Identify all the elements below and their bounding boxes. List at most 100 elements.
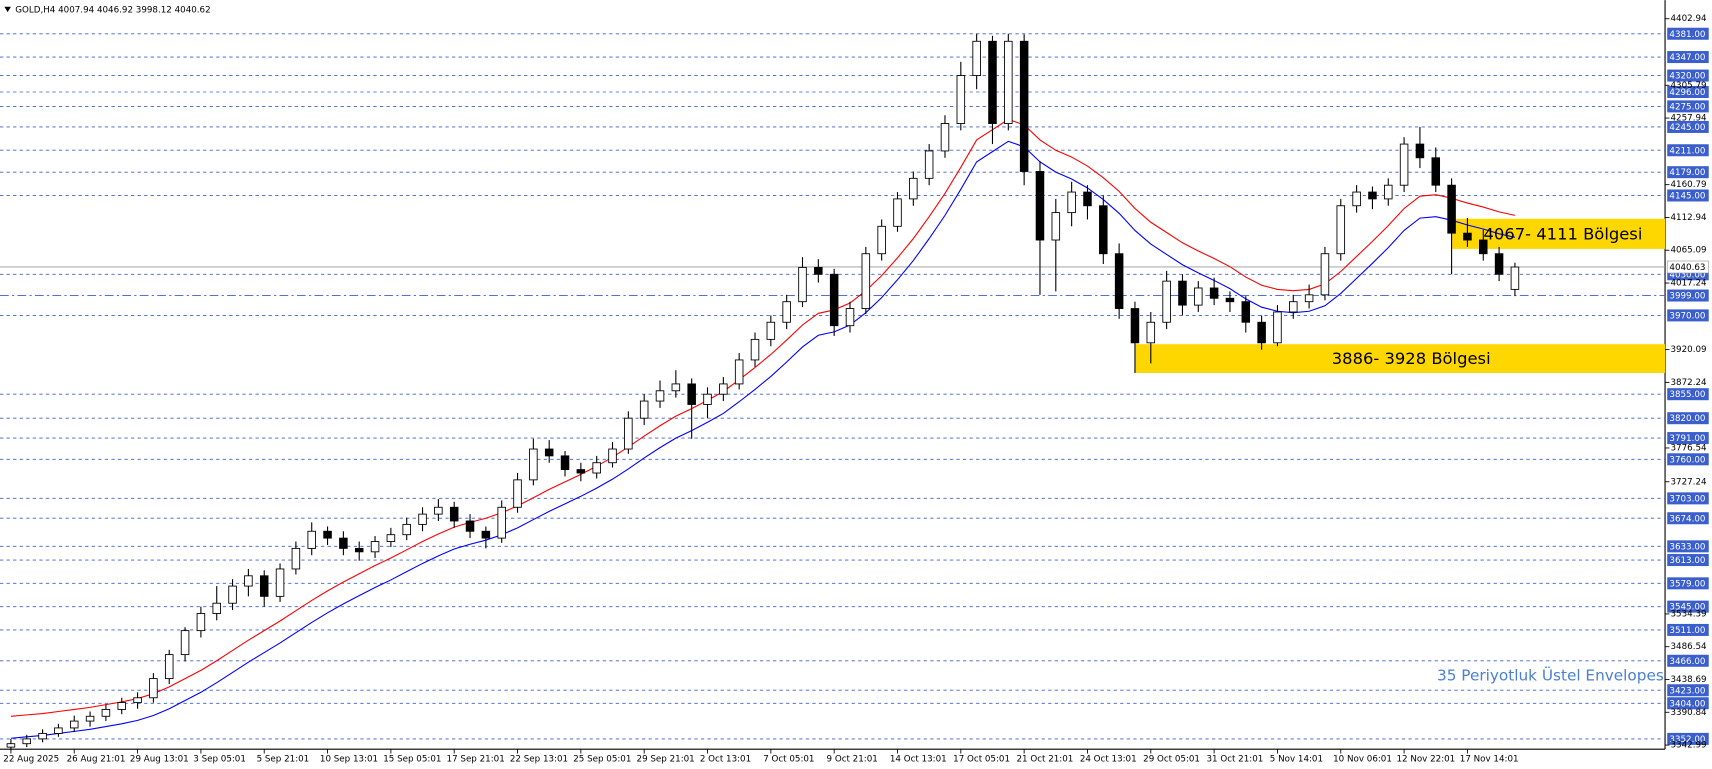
candle-body xyxy=(196,613,206,632)
candle-body xyxy=(85,715,95,722)
candle-body xyxy=(54,727,63,734)
candle-body xyxy=(1257,321,1266,344)
level-label-box xyxy=(1667,120,1709,133)
candle-body xyxy=(1479,239,1488,255)
candle-body xyxy=(1273,311,1282,344)
candle-body xyxy=(1209,287,1219,299)
candle-body xyxy=(1130,308,1140,344)
x-tick-label: 5 Sep 21:01 xyxy=(257,755,310,765)
candle-body xyxy=(275,568,285,597)
level-label-box xyxy=(1667,492,1709,505)
y-tick-label: 3727.24 xyxy=(1671,477,1708,487)
candle-body xyxy=(798,266,807,303)
candle-body xyxy=(655,390,665,402)
level-label: 3674.00 xyxy=(1669,514,1705,524)
candle-body xyxy=(814,266,823,275)
candle-body xyxy=(1336,205,1346,255)
candle-body xyxy=(560,455,570,471)
candle-body xyxy=(608,448,617,464)
candle-body xyxy=(1289,301,1298,313)
zone-label: 4067- 4111 Bölgesi xyxy=(1484,224,1643,243)
candle-body xyxy=(1399,143,1409,186)
level-label: 3545.00 xyxy=(1669,603,1705,613)
level-label: 3466.00 xyxy=(1669,657,1705,667)
candle-body xyxy=(164,654,174,680)
level-label-box xyxy=(1667,600,1709,613)
level-label: 3760.00 xyxy=(1669,455,1705,465)
candle-body xyxy=(149,678,158,699)
candle-body xyxy=(1494,253,1504,275)
candle-body xyxy=(497,506,506,539)
candle-body xyxy=(434,506,443,515)
candle-body xyxy=(465,520,475,532)
level-label-box xyxy=(1667,69,1709,82)
candle-body xyxy=(1019,40,1029,172)
candle-body xyxy=(513,479,522,508)
candle-body xyxy=(1035,171,1045,241)
level-label: 3404.00 xyxy=(1669,699,1705,709)
y-tick-label: 3776.54 xyxy=(1671,443,1708,453)
y-tick-label: 3486.54 xyxy=(1671,642,1708,652)
candle-body xyxy=(323,530,332,539)
level-label: 4275.00 xyxy=(1669,102,1705,112)
candle-body xyxy=(734,359,744,385)
level-label-box xyxy=(1667,51,1709,64)
x-tick-label: 17 Nov 14:01 xyxy=(1460,755,1519,765)
level-label-box xyxy=(1667,189,1709,202)
level-label-box xyxy=(1667,453,1709,466)
candle-body xyxy=(1304,294,1314,303)
candle-body xyxy=(544,448,554,457)
candle-body xyxy=(829,273,839,327)
price-label-box xyxy=(1666,260,1710,274)
price-label: 4040.63 xyxy=(1669,263,1705,273)
level-label: 4320.00 xyxy=(1669,72,1705,82)
candle-body xyxy=(1083,191,1092,207)
candle-body xyxy=(339,537,348,549)
candle-body xyxy=(1431,157,1441,186)
candle-body xyxy=(1178,280,1187,306)
y-tick-label: 3342.99 xyxy=(1671,741,1707,751)
chart-title: GOLD,H4 4007.94 4046.92 3998.12 4040.62 xyxy=(15,6,210,16)
level-label: 3579.00 xyxy=(1669,579,1705,589)
level-label-box xyxy=(1667,654,1709,667)
candle-body xyxy=(766,321,776,340)
level-label-box xyxy=(1667,623,1709,636)
candle-body xyxy=(1099,205,1108,255)
candle-body xyxy=(845,308,855,327)
candle-body xyxy=(212,602,221,614)
y-tick-label: 3534.39 xyxy=(1671,609,1707,619)
candle-body xyxy=(481,530,491,539)
candle-body xyxy=(988,40,997,124)
x-tick-label: 2 Oct 13:01 xyxy=(700,755,751,765)
candle-body xyxy=(1225,297,1235,303)
candle-body xyxy=(117,702,126,710)
level-label-box xyxy=(1667,684,1709,697)
level-label-box xyxy=(1667,27,1709,40)
x-tick-label: 24 Oct 13:01 xyxy=(1080,755,1137,765)
level-label-box xyxy=(1667,412,1709,425)
level-label-box xyxy=(1667,554,1709,567)
candle-body xyxy=(1352,191,1361,207)
candle-body xyxy=(1004,40,1013,124)
candle-body xyxy=(861,253,871,309)
level-label-box xyxy=(1667,85,1709,99)
candle-body xyxy=(180,630,190,656)
y-tick-label: 3438.69 xyxy=(1671,675,1707,685)
candle-body xyxy=(259,575,269,597)
level-label: 3791.00 xyxy=(1669,434,1705,444)
candle-body xyxy=(418,513,427,525)
level-label: 3855.00 xyxy=(1669,390,1705,400)
candle-body xyxy=(370,541,380,553)
envelope-line xyxy=(10,140,1516,739)
x-tick-label: 25 Sep 05:01 xyxy=(573,755,631,765)
candle-body xyxy=(529,448,538,481)
x-tick-label: 17 Sep 21:01 xyxy=(447,755,505,765)
level-label-box xyxy=(1667,100,1709,113)
envelopes xyxy=(10,118,1516,739)
level-label-box xyxy=(1667,577,1709,590)
level-label: 4245.00 xyxy=(1669,123,1705,133)
menu-icon xyxy=(4,6,11,13)
level-label: 3970.00 xyxy=(1669,311,1705,321)
candle-body xyxy=(893,198,902,227)
